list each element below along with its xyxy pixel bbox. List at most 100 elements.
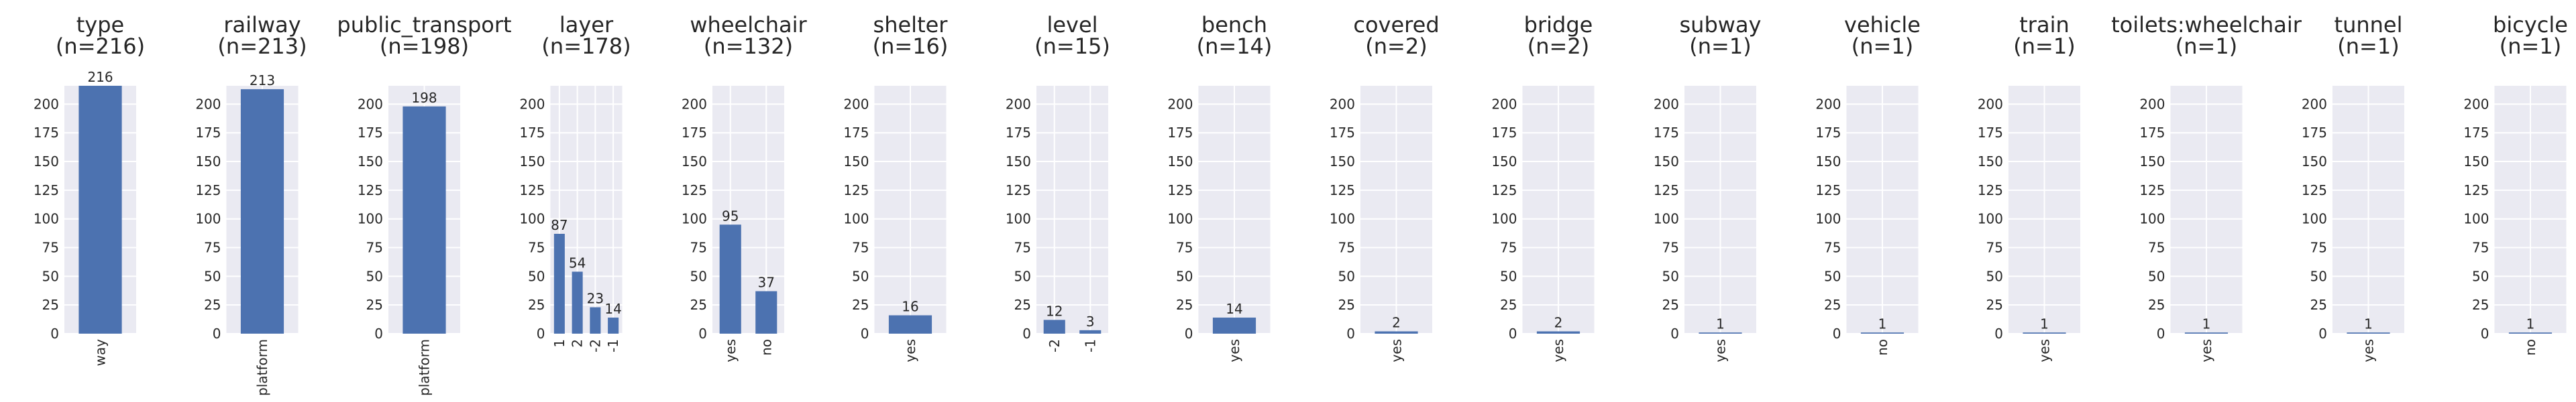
subplot-count: (n=178) (541, 34, 631, 59)
x-tick-label: yes (1713, 339, 1729, 362)
y-tick-label: 175 (682, 125, 707, 141)
subplot-title: type (76, 12, 124, 38)
x-tick-label: 2 (570, 339, 586, 348)
subplot-title: shelter (873, 12, 949, 38)
y-tick-label: 100 (682, 211, 707, 227)
x-tick-label: yes (2361, 339, 2377, 362)
bar-value-label: 1 (2526, 316, 2535, 332)
y-tick-label: 25 (1176, 297, 1193, 313)
y-tick-label: 200 (2302, 96, 2327, 112)
y-tick-label: 175 (2139, 125, 2165, 141)
y-tick-label: 25 (2148, 297, 2165, 313)
y-tick-label: 0 (1185, 326, 1193, 342)
y-tick-label: 150 (2302, 153, 2327, 170)
y-tick-label: 50 (690, 268, 707, 284)
y-tick-label: 200 (1654, 96, 1679, 112)
subplot-0: type(n=216) 0 25 50 75 100 125 150 175 200 216 way (34, 12, 145, 366)
x-tick-label: 1 (551, 339, 568, 348)
y-tick-label: 75 (1338, 240, 1355, 256)
y-tick-label: 50 (1014, 268, 1031, 284)
y-tick-label: 50 (528, 268, 545, 284)
subplot-count: (n=2) (1527, 34, 1589, 59)
bar (755, 291, 777, 334)
bar (719, 224, 741, 334)
y-tick-label: 75 (1014, 240, 1031, 256)
y-tick-label: 150 (1167, 153, 1193, 170)
x-tick-label: -2 (1046, 339, 1063, 352)
x-tick-label: -1 (605, 339, 621, 352)
y-tick-label: 100 (1330, 211, 1355, 227)
y-tick-label: 175 (1978, 125, 2003, 141)
y-tick-label: 25 (1662, 297, 1679, 313)
y-tick-label: 100 (843, 211, 869, 227)
y-tick-label: 50 (2310, 268, 2327, 284)
y-tick-label: 200 (682, 96, 707, 112)
y-tick-label: 150 (1006, 153, 1031, 170)
y-tick-label: 50 (1662, 268, 1679, 284)
y-tick-label: 0 (1346, 326, 1355, 342)
bar-value-label: 87 (551, 217, 568, 233)
y-tick-label: 200 (195, 96, 221, 112)
y-tick-label: 150 (195, 153, 221, 170)
y-tick-label: 75 (1176, 240, 1193, 256)
y-tick-label: 150 (358, 153, 383, 170)
y-tick-label: 175 (1491, 125, 1517, 141)
y-tick-label: 200 (1006, 96, 1031, 112)
bar (1699, 332, 1742, 334)
subplot-3: layer(n=178) 0 25 50 75 100 125 150 175 200 87 1 54 2… (519, 12, 631, 352)
y-tick-label: 125 (34, 182, 59, 198)
bar (1536, 331, 1580, 334)
y-tick-label: 50 (204, 268, 221, 284)
bar-value-label: 213 (250, 72, 275, 88)
subplot-count: (n=16) (873, 34, 949, 59)
subplot-count: (n=1) (2013, 34, 2075, 59)
y-tick-label: 50 (1824, 268, 1841, 284)
y-tick-label: 125 (519, 182, 545, 198)
y-tick-label: 50 (42, 268, 59, 284)
bar-value-label: 37 (758, 275, 775, 291)
y-tick-label: 100 (195, 211, 221, 227)
y-tick-label: 75 (366, 240, 383, 256)
y-tick-label: 25 (366, 297, 383, 313)
y-tick-label: 50 (2148, 268, 2165, 284)
bar (78, 86, 122, 334)
subplot-title: bridge (1524, 12, 1593, 38)
y-tick-label: 175 (358, 125, 383, 141)
subplot-count: (n=15) (1034, 34, 1110, 59)
subplot-14: tunnel(n=1) 0 25 50 75 100 125 150 175 200 1 yes (2302, 12, 2404, 362)
y-tick-label: 0 (698, 326, 707, 342)
subplot-13: toilets:wheelchair(n=1) 0 25 50 75 100 125 150 1… (2111, 12, 2302, 362)
subplot-count: (n=1) (2337, 34, 2399, 59)
subplot-4: wheelchair(n=132) 0 25 50 75 100 125 150 175 200 9… (682, 12, 808, 362)
y-tick-label: 25 (1014, 297, 1031, 313)
y-tick-label: 100 (1978, 211, 2003, 227)
y-tick-label: 200 (358, 96, 383, 112)
bar-value-label: 14 (1226, 301, 1242, 317)
bar-value-label: 1 (2364, 316, 2373, 332)
bar-value-label: 1 (2040, 316, 2049, 332)
bar-value-label: 23 (587, 291, 604, 307)
y-tick-label: 175 (195, 125, 221, 141)
y-tick-label: 100 (1167, 211, 1193, 227)
y-tick-label: 75 (42, 240, 59, 256)
y-tick-label: 150 (1330, 153, 1355, 170)
subplot-7: bench(n=14) 0 25 50 75 100 125 150 175 200 14 yes (1167, 12, 1272, 362)
y-tick-label: 50 (2472, 268, 2489, 284)
x-tick-label: yes (2198, 339, 2214, 362)
bar-value-label: 3 (1086, 314, 1095, 330)
subplot-8: covered(n=2) 0 25 50 75 100 125 150 175 200 2 yes (1330, 12, 1440, 362)
bar-value-label: 216 (87, 69, 113, 85)
x-tick-label: yes (1389, 339, 1405, 362)
subplot-count: (n=1) (2500, 34, 2561, 59)
y-tick-label: 175 (519, 125, 545, 141)
bar (2508, 332, 2553, 334)
bar (240, 89, 284, 334)
y-tick-label: 175 (1167, 125, 1193, 141)
subplot-title: layer (559, 12, 614, 38)
subplot-2: public_transport(n=198) 0 25 50 75 100 125 150 1… (337, 12, 511, 396)
y-tick-label: 125 (2302, 182, 2327, 198)
bar (1079, 330, 1102, 334)
y-tick-label: 0 (2481, 326, 2489, 342)
y-tick-label: 125 (682, 182, 707, 198)
